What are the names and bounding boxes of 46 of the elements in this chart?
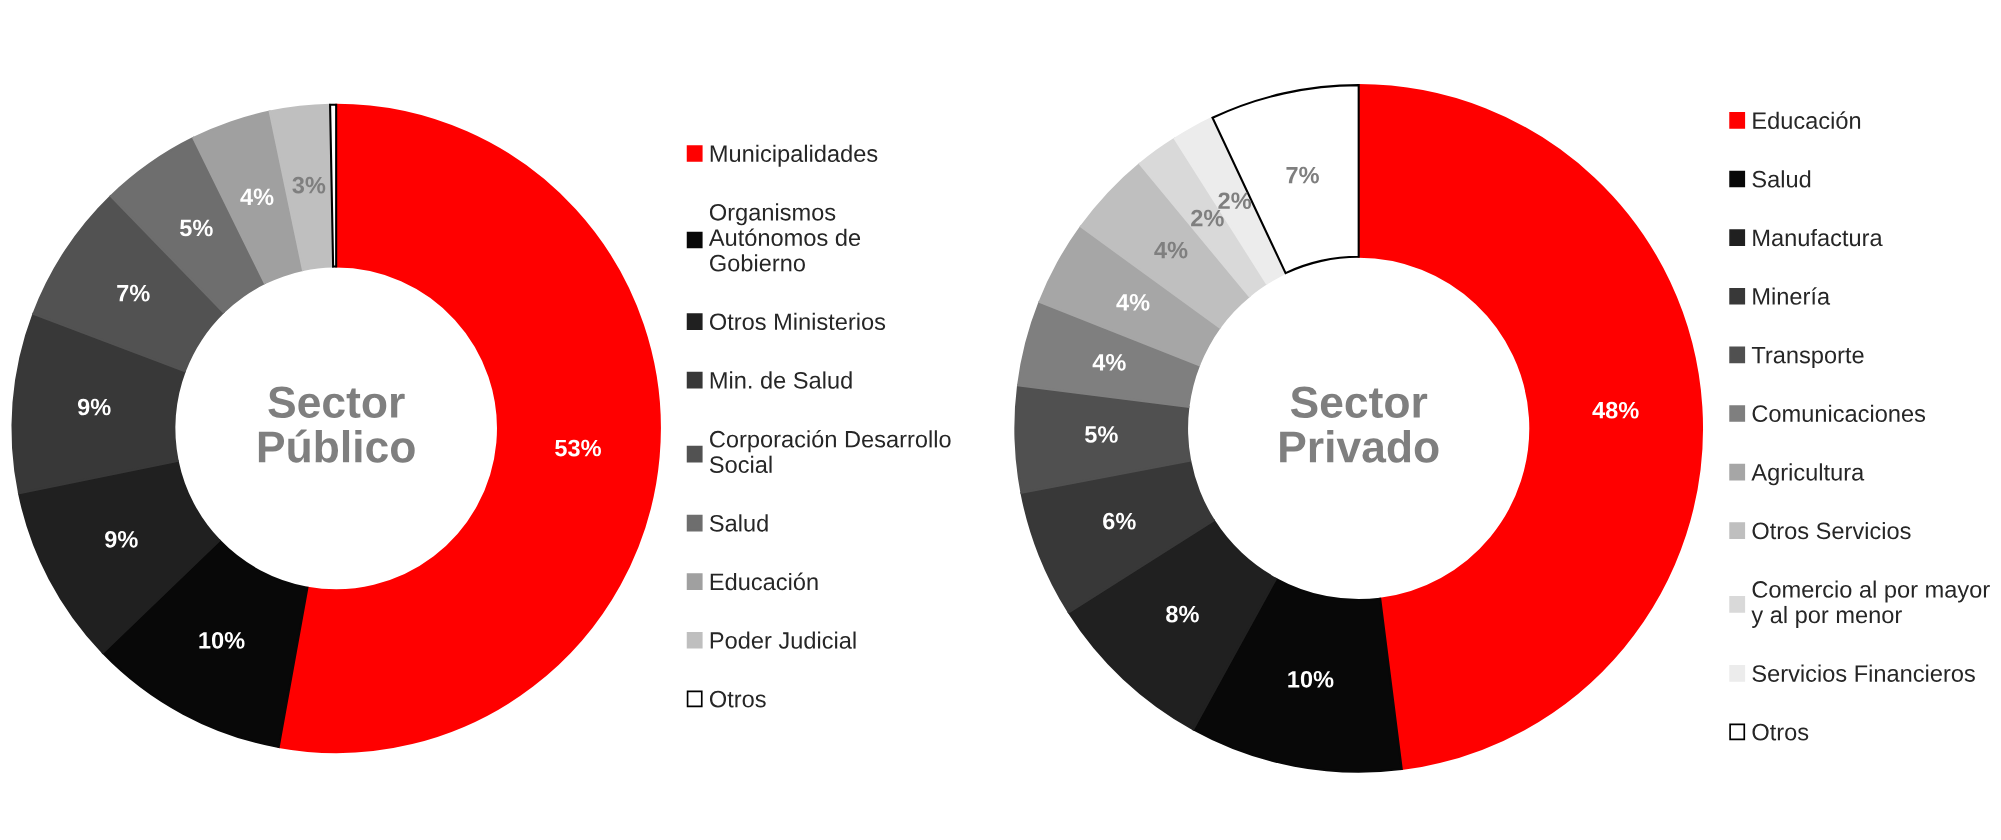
data-label: 7% bbox=[1286, 166, 1319, 184]
legend-label: Otros bbox=[1752, 723, 1809, 741]
data-label: 9% bbox=[77, 398, 111, 416]
data-label: 10% bbox=[199, 632, 245, 649]
legend-label: Min. de Salud bbox=[710, 371, 852, 389]
data-label: 48% bbox=[1592, 401, 1639, 419]
data-label: 53% bbox=[555, 439, 601, 457]
data-label: 10% bbox=[1288, 670, 1334, 688]
legend-label: Organismos Autónomos de Gobierno bbox=[708, 203, 861, 272]
legend-label: Educación bbox=[1753, 111, 1861, 129]
legend-label: Otros Servicios bbox=[1752, 521, 1911, 540]
legend-label: Salud bbox=[709, 514, 768, 532]
text: Sector Privado bbox=[1280, 386, 1439, 463]
data-label: 4% bbox=[1154, 241, 1188, 259]
legend-label: Otros bbox=[709, 690, 766, 708]
legend-label: Educación bbox=[710, 572, 818, 591]
data-label: 5% bbox=[1084, 426, 1118, 443]
legend-label: Agricultura bbox=[1751, 463, 1865, 486]
data-label: 7% bbox=[117, 284, 150, 302]
data-label: 2% bbox=[1218, 192, 1252, 210]
data-label: 6% bbox=[1103, 512, 1136, 530]
legend-label: Manufactura bbox=[1753, 228, 1883, 247]
text: Sector Público bbox=[258, 386, 415, 463]
legend-label: Comunicaciones bbox=[1752, 404, 1926, 423]
legend-label: Otros Ministerios bbox=[709, 312, 886, 331]
data-label: 3% bbox=[292, 176, 326, 194]
legend-label: Servicios Financieros bbox=[1752, 664, 1975, 682]
donut-slice bbox=[11, 312, 186, 495]
legend-label: Transporte bbox=[1751, 346, 1864, 369]
data-label: 2% bbox=[1191, 209, 1224, 227]
data-label: 4% bbox=[1092, 354, 1126, 371]
legend-label: Comercio al por mayor y al por menor bbox=[1751, 580, 1990, 628]
data-label: 8% bbox=[1166, 605, 1199, 623]
legend-label: Poder Judicial bbox=[710, 631, 856, 649]
data-label: 4% bbox=[1116, 294, 1150, 311]
donut-slice bbox=[329, 103, 338, 268]
data-label: 9% bbox=[105, 530, 138, 548]
legend-label: Salud bbox=[1752, 170, 1811, 188]
data-label: 5% bbox=[179, 219, 213, 237]
data-label: 4% bbox=[240, 188, 274, 206]
legend-label: Corporación Desarrollo Social bbox=[709, 429, 951, 474]
donut-slice bbox=[32, 195, 225, 373]
legend-label: Municipalidades bbox=[710, 144, 878, 167]
donut-slice bbox=[1079, 162, 1251, 329]
legend-label: Minería bbox=[1753, 287, 1831, 305]
donut-slice bbox=[1014, 384, 1192, 494]
